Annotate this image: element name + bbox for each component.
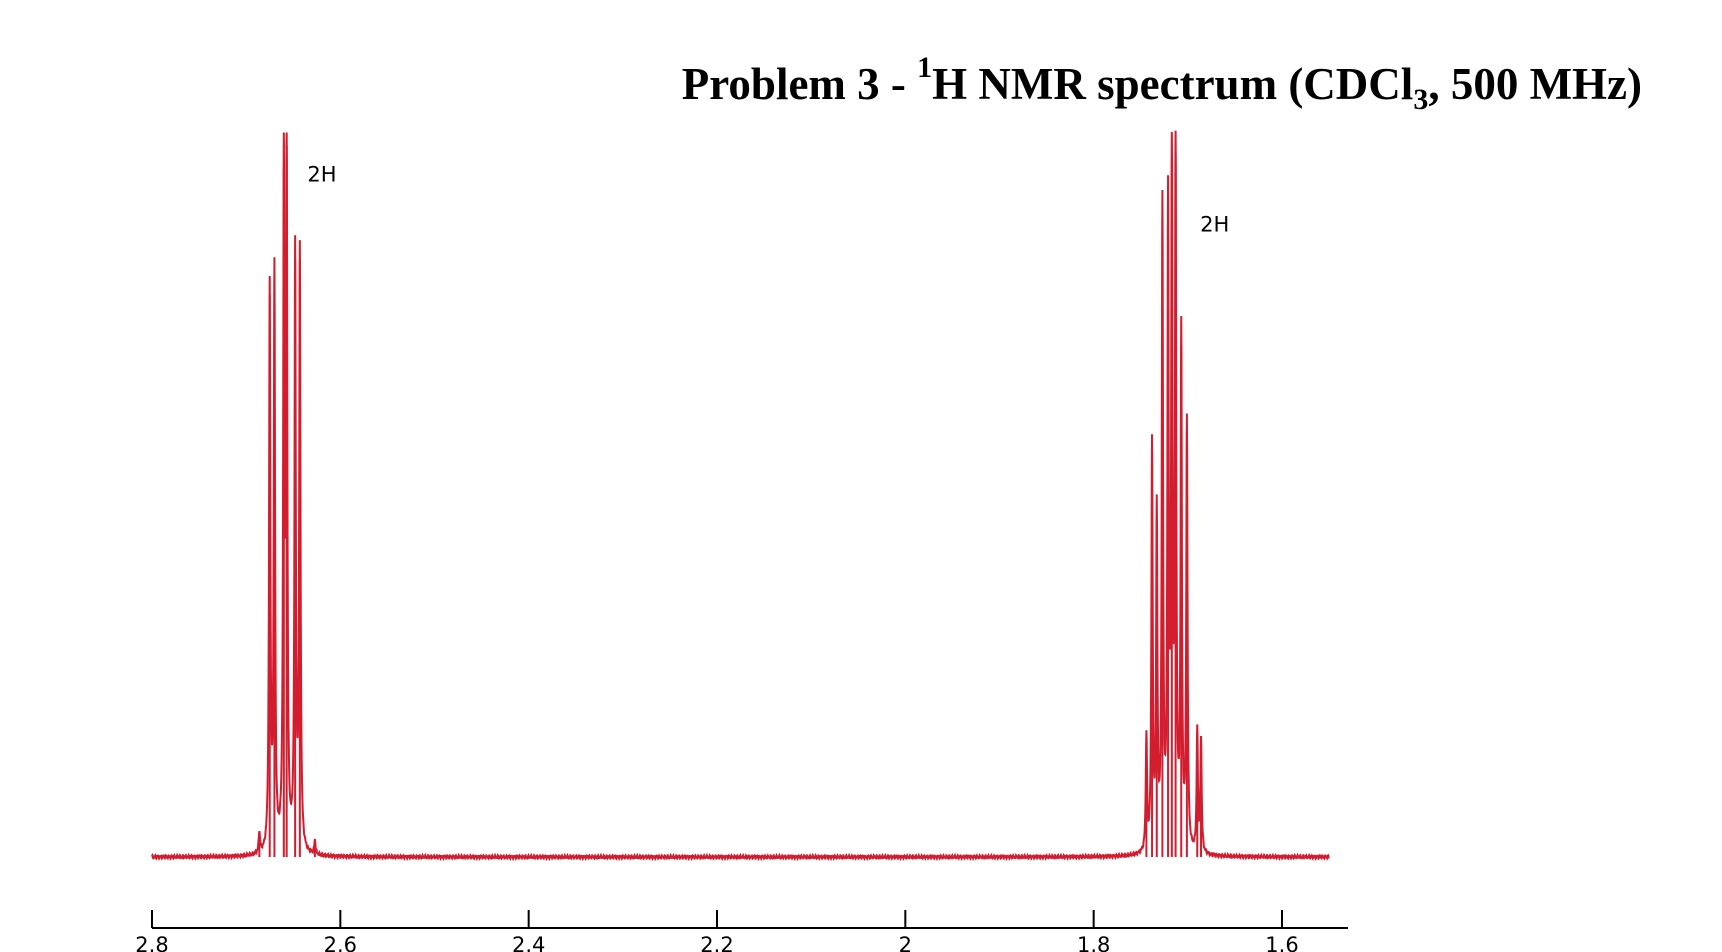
x-tick-label: 2.8	[135, 933, 168, 952]
x-tick-label: 2.2	[700, 933, 733, 952]
spectrum-trace-group	[151, 130, 1330, 862]
x-tick-label: 1.8	[1077, 933, 1110, 952]
x-tick-label: 1.6	[1265, 933, 1298, 952]
title-middle: H NMR spectrum (CDCl	[932, 59, 1414, 109]
x-tick-label: 2	[899, 933, 912, 952]
chart-title: Problem 3 - 1H NMR spectrum (CDCl3, 500 …	[0, 53, 1642, 115]
title-superscript: 1	[917, 51, 933, 84]
integration-label-2: 2H	[1200, 212, 1229, 236]
integration-label-1: 2H	[307, 163, 336, 187]
title-prefix: Problem 3 -	[681, 59, 918, 109]
x-axis: 2.8 2.6 2.4 2.2 2 1.8 1.6	[135, 910, 1348, 952]
title-suffix: , 500 MHz)	[1428, 59, 1642, 109]
spectrum-trace	[151, 130, 1330, 862]
x-tick-label: 2.4	[512, 933, 545, 952]
integration-annotations: 2H 2H	[307, 163, 1229, 237]
x-tick-label: 2.6	[324, 933, 357, 952]
title-subscript: 3	[1413, 83, 1429, 116]
